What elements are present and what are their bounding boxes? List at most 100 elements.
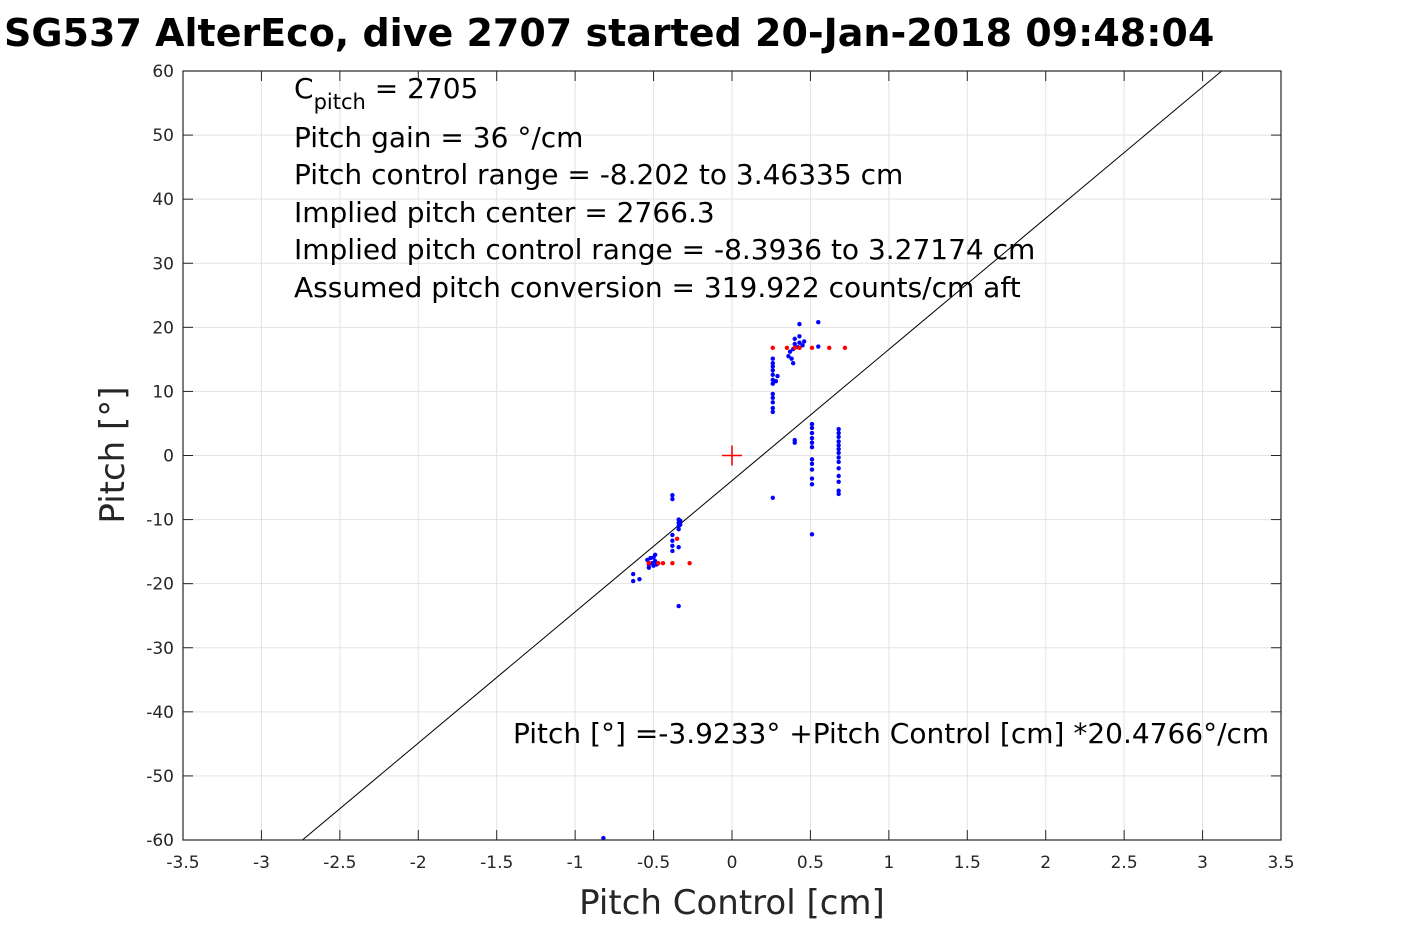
data-point-red [670,560,675,566]
y-tick-label: -60 [146,831,174,851]
data-point-blue [836,466,841,471]
data-point-blue [792,437,797,443]
y-axis-label: Pitch [°] [93,386,133,523]
x-tick-label: -3.5 [166,853,199,873]
data-point-blue [790,361,796,366]
x-tick-label: -1.5 [480,853,513,873]
y-tick-label: -10 [146,511,174,531]
y-tick-label: 50 [152,126,174,146]
data-point-blue [770,364,775,369]
data-point-red [656,560,661,566]
y-tick-label: -50 [146,767,174,787]
data-point-blue [836,491,841,497]
c-pitch-symbol: C [294,72,314,105]
data-point-blue [836,459,841,465]
data-point-blue [836,427,841,432]
c-pitch-subscript: pitch [314,90,366,114]
annotation-pitch-gain: Pitch gain = 36 °/cm [294,121,583,154]
data-point-blue [670,493,675,498]
data-point-blue [670,548,675,554]
data-point-blue [676,544,681,550]
data-point-blue [836,455,841,460]
data-point-blue [809,457,815,462]
data-point-blue [770,391,775,397]
data-point-blue [836,430,841,436]
data-point-blue [770,495,775,500]
data-point-blue [676,603,681,609]
data-point-blue [630,578,636,584]
annotation-implied-range: Implied pitch control range = -8.3936 to… [294,233,1035,266]
y-tick-label: 60 [152,62,174,82]
data-point-blue [792,341,797,347]
data-point-blue [809,532,815,537]
data-point-blue [773,378,779,384]
annotation-conversion: Assumed pitch conversion = 319.922 count… [294,271,1021,304]
data-point-red [770,345,775,351]
data-point-blue [787,349,793,354]
data-point-blue [836,439,841,444]
data-point-red [674,536,680,542]
data-point-red [797,345,802,351]
y-tick-label: 20 [152,318,174,338]
data-point-blue [770,405,775,411]
data-point-blue [800,343,805,348]
y-tick-label: 10 [152,382,174,402]
data-point-blue [792,336,797,342]
x-axis-label: Pitch Control [cm] [579,883,885,923]
data-point-blue [836,443,841,448]
data-point-blue [670,496,675,502]
y-tick-label: 0 [163,447,174,467]
data-point-blue [809,467,815,472]
data-point-blue [836,446,841,452]
x-tick-label: -1 [567,853,584,873]
x-tick-label: -3 [253,853,270,873]
data-point-blue [809,430,815,436]
data-point-red [809,345,815,351]
data-point-blue [637,576,642,582]
data-point-blue [678,518,683,524]
data-point-blue [809,444,815,450]
y-tick-labels: -60 -50 -40 -30 -20 -10 0 10 20 30 40 50 60 [146,62,174,851]
data-point-blue [670,543,675,549]
data-point-blue [601,835,606,840]
plot-clip-group [301,71,1223,840]
data-point-blue [809,435,815,441]
data-point-red [784,345,790,351]
annotation-control-range: Pitch control range = -8.202 to 3.46335 … [294,158,903,191]
x-tick-label: 3.5 [1267,853,1294,873]
data-point-blue [770,361,775,366]
data-point-blue [809,421,815,427]
data-point-red [687,560,692,566]
x-tick-label: 2 [1040,853,1051,873]
data-point-blue [770,372,775,377]
annotation-pitch-center: Implied pitch center = 2766.3 [294,196,715,229]
fit-line [301,71,1223,840]
data-point-blue [770,368,775,373]
data-point-blue [816,320,821,325]
data-point-red [827,345,832,351]
plot-frame [182,70,1282,841]
fit-line-group [301,71,1223,840]
y-tick-label: 30 [152,254,174,274]
data-point-blue [770,409,775,415]
data-point-blue [836,488,841,493]
data-point-blue [797,321,802,327]
data-point-blue [646,565,652,570]
data-point-blue [670,532,675,538]
x-tick-label: 0 [727,853,738,873]
x-tick-label: 0.5 [797,853,824,873]
data-point-blue [836,434,841,440]
data-point-red [792,345,797,351]
data-point-blue [770,395,775,401]
data-point-blue [836,473,841,479]
data-point-blue [678,522,683,527]
data-point-blue [836,450,841,456]
data-point-blue [770,356,775,361]
data-point-blue [801,339,807,344]
fit-equation-label: Pitch [°] =-3.9233° +Pitch Control [cm] … [513,717,1269,750]
x-tick-label: 3 [1197,853,1208,873]
data-point-blue [809,482,815,487]
data-point-blue [770,400,775,405]
axis-ticks [182,70,1282,841]
x-tick-labels: -3.5 -3 -2.5 -2 -1.5 -1 -0.5 0 0.5 1 1.5 2 2.5 3 3.5 [166,853,1294,873]
